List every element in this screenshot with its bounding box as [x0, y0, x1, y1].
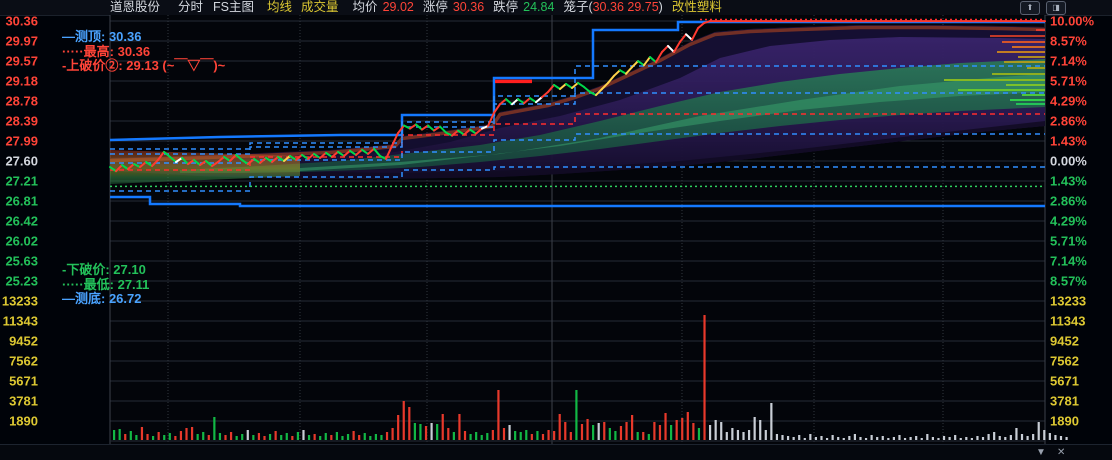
left-volume-label: 13233	[1, 293, 38, 309]
ce-di-line	[110, 195, 1045, 208]
bottom-annotations: -下破价: 27.10 ·····最低: 27.11 —测底: 26.72	[62, 263, 149, 307]
cage-label: 笼子(	[563, 0, 593, 14]
band-dn1	[110, 133, 1045, 164]
header-items: 道恩股份 分时 FS主图 均线 成交量 均价 29.02 涨停 30.36 跌停 24.84 笼子(3…	[110, 0, 722, 14]
right-pct-label: 4.29%	[1050, 93, 1087, 109]
band-up1	[110, 92, 1045, 155]
left-price-label: 26.81	[5, 193, 38, 209]
left-price-label: 27.99	[5, 133, 38, 149]
right-pct-label: 7.14%	[1050, 253, 1087, 269]
cage-values: 30.36 29.75	[592, 0, 659, 14]
left-price-label: 26.42	[5, 213, 38, 229]
ma-line-tips	[944, 29, 1045, 105]
band-dn2	[110, 166, 1045, 192]
left-price-label: 27.21	[5, 173, 38, 189]
chart-header-bar: 道恩股份 分时 FS主图 均线 成交量 均价 29.02 涨停 30.36 跌停 24.84 笼子(3…	[0, 0, 1112, 16]
right-pct-label: 1.43%	[1050, 173, 1087, 189]
right-volume-label: 11343	[1050, 313, 1086, 329]
left-volume-label: 11343	[2, 313, 38, 329]
header-toolbar: ⬆ ◨	[1020, 1, 1066, 15]
right-pct-label: 4.29%	[1050, 213, 1087, 229]
left-volume-label: 9452	[9, 333, 38, 349]
split-view-icon[interactable]: ◨	[1046, 1, 1066, 15]
left-price-label: 29.18	[5, 73, 38, 89]
left-price-label: 28.78	[5, 93, 38, 109]
ma-fan-cloud	[109, 25, 1046, 184]
left-price-label: 29.57	[5, 53, 38, 69]
right-volume-label: 3781	[1050, 393, 1079, 409]
toggle-volume[interactable]: 成交量	[301, 0, 339, 14]
annotation-row: —测顶: 30.36	[62, 29, 142, 44]
price-line	[109, 20, 1046, 173]
band-up2	[110, 65, 1045, 150]
right-pct-label: 7.14%	[1050, 53, 1087, 69]
right-pct-label: 2.86%	[1050, 113, 1087, 129]
right-pct-label: 2.86%	[1050, 193, 1087, 209]
left-price-label: 29.97	[5, 33, 38, 49]
toggle-ma[interactable]: 均线	[267, 0, 293, 14]
annotation-row: ·····最高: 30.36	[62, 43, 151, 59]
left-price-label: 28.39	[5, 113, 38, 129]
right-pct-label: 0.00%	[1050, 153, 1087, 169]
bottom-toolbar: ▼ ✕	[0, 444, 1112, 460]
right-pct-label: 5.71%	[1050, 233, 1087, 249]
left-volume-label: 3781	[9, 393, 38, 409]
avg-price-label: 均价	[352, 0, 378, 14]
left-price-label: 25.63	[5, 253, 38, 269]
right-pct-label: 8.57%	[1050, 273, 1087, 289]
right-volume-label: 13233	[1050, 293, 1087, 309]
annotation-row: ·····最低: 27.11	[62, 276, 150, 292]
right-pct-label: 1.43%	[1050, 133, 1087, 149]
right-volume-label: 5671	[1050, 373, 1079, 389]
collapse-pane-icon[interactable]: ▼	[1036, 447, 1046, 458]
cage-close: )	[658, 0, 663, 14]
right-volume-label: 7562	[1050, 353, 1079, 369]
left-price-label: 26.02	[5, 233, 38, 249]
band-lines	[109, 18, 1045, 208]
right-volume-label: 1890	[1050, 413, 1079, 429]
left-price-label: 27.60	[5, 153, 38, 169]
left-price-label: 25.23	[5, 273, 38, 289]
indicator-fs-main[interactable]: FS主图	[213, 0, 255, 14]
limit-down-value: 24.84	[523, 0, 555, 14]
avg-price-value: 29.02	[382, 0, 414, 14]
right-pct-label: 5.71%	[1050, 73, 1087, 89]
right-pct-label: 8.57%	[1050, 33, 1087, 49]
export-icon[interactable]: ⬆	[1020, 1, 1040, 15]
left-volume-label: 5671	[9, 373, 38, 389]
close-pane-icon[interactable]: ✕	[1057, 447, 1066, 458]
volume-bars	[110, 315, 1068, 442]
stock-name: 道恩股份	[110, 0, 161, 14]
left-volume-label: 1890	[9, 413, 38, 429]
limit-down-label: 跌停	[493, 0, 519, 14]
annotation-row: —测底: 26.72	[62, 291, 142, 306]
tab-timeshare[interactable]: 分时	[178, 0, 204, 14]
top-annotations: —测顶: 30.36 ·····最高: 30.36 -上破价②: 29.13 (~￣…	[62, 30, 225, 74]
left-volume-label: 7562	[9, 353, 38, 369]
left-price-label: 30.36	[5, 13, 38, 29]
right-pct-label: 10.00%	[1050, 13, 1095, 29]
annotation-row: -下破价: 27.10	[62, 262, 146, 277]
limit-up-label: 涨停	[422, 0, 448, 14]
industry-tag[interactable]: 改性塑料	[671, 0, 722, 14]
right-volume-label: 9452	[1050, 333, 1079, 349]
annotation-row: -上破价②: 29.13 (~￣▽￣)~	[62, 58, 226, 73]
limit-up-value: 30.36	[452, 0, 485, 14]
